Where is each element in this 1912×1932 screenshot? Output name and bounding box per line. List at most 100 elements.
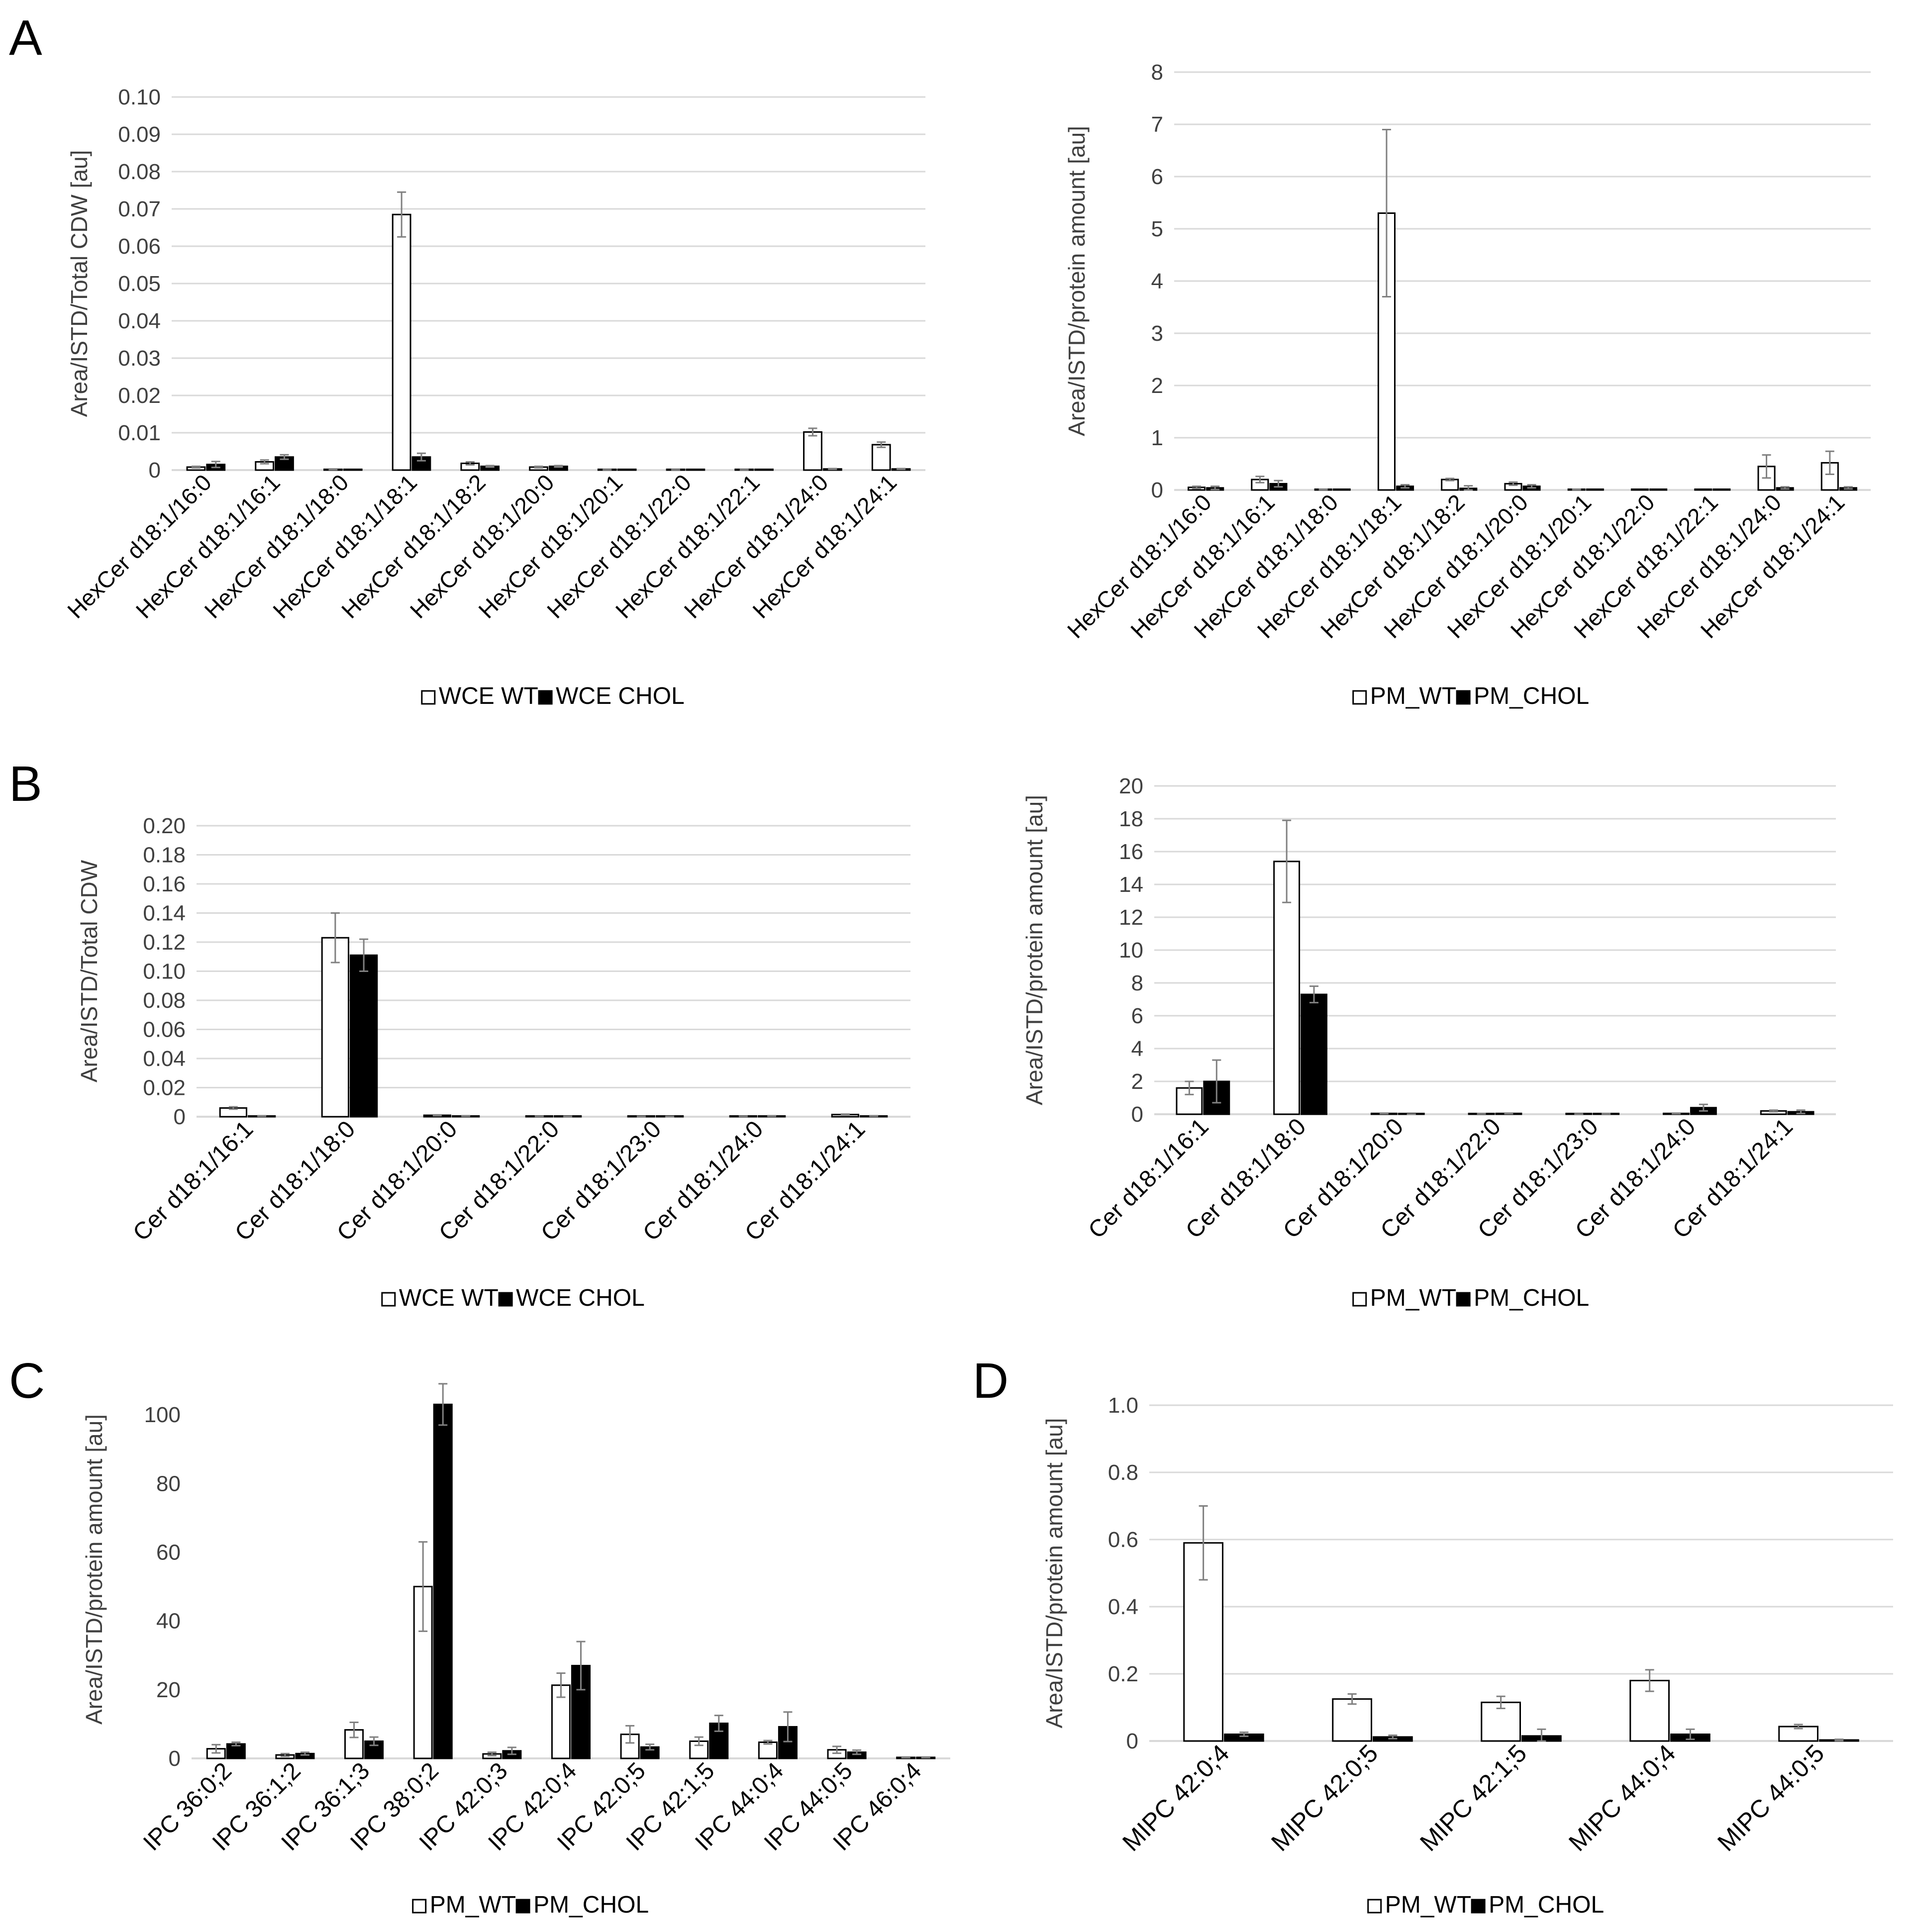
y-tick-label: 40 [156,1609,181,1634]
y-tick-label: 16 [1119,840,1143,864]
y-tick-label: 0.06 [118,234,161,259]
legend-label-chol: PM_CHOL [1474,683,1589,709]
y-tick-label: 18 [1119,807,1143,831]
legend-swatch-wt [412,1899,427,1914]
bar-chol [1301,993,1327,1115]
y-tick-label: 14 [1119,872,1143,897]
y-tick-label: 4 [1131,1037,1143,1061]
bar-chol [1586,488,1604,491]
y-tick-label: 6 [1131,1004,1143,1028]
bar-chol [686,469,705,471]
y-tick-label: 0.02 [118,384,161,408]
y-tick-label: 2 [1151,374,1163,398]
y-axis-label: Area/ISTD/Total CDW [76,860,102,1082]
y-tick-label: 8 [1151,60,1163,85]
y-tick-label: 0 [174,1105,186,1129]
bar-chol [617,469,637,471]
y-tick-label: 1 [1151,426,1163,450]
y-tick-label: 0.01 [118,421,161,445]
y-tick-label: 0 [169,1746,181,1771]
legend: PM_WT PM_CHOL [412,1892,649,1918]
bar-wt [803,431,822,471]
bar-chol [1332,488,1351,491]
legend: WCE WT WCE CHOL [381,1285,645,1311]
y-tick-label: 0.04 [143,1047,186,1071]
y-tick-label: 6 [1151,165,1163,189]
legend-swatch-chol [1456,690,1471,705]
bar-chol [433,1403,453,1759]
legend: PM_WT PM_CHOL [1367,1892,1604,1918]
y-tick-label: 4 [1151,269,1163,293]
legend-label-chol: WCE CHOL [516,1285,645,1311]
legend-label-wt: PM_WT [1370,683,1456,709]
legend-label-chol: PM_CHOL [1474,1285,1589,1311]
y-tick-label: 0.14 [143,901,186,926]
legend-swatch-wt [381,1292,396,1307]
legend-swatch-chol [1471,1899,1486,1914]
y-tick-label: 20 [156,1678,181,1702]
y-tick-label: 0.02 [143,1076,186,1100]
y-tick-label: 0.20 [143,814,186,838]
y-tick-label: 0 [1151,478,1163,502]
y-tick-label: 7 [1151,112,1163,137]
panel-label-b: B [9,756,42,812]
y-tick-label: 0.08 [118,160,161,184]
y-tick-label: 0.08 [143,988,186,1013]
y-tick-label: 60 [156,1540,181,1564]
legend: PM_WT PM_CHOL [1352,683,1589,709]
panel-label-c: C [9,1353,45,1409]
y-axis-label: Area/ISTD/Total CDW [au] [66,150,92,417]
y-tick-label: 0.10 [118,85,161,109]
y-tick-label: 0.16 [143,872,186,896]
y-tick-label: 0.04 [118,309,161,333]
legend-swatch-chol [538,690,553,705]
y-tick-label: 0.05 [118,272,161,296]
bar-chol [343,469,363,471]
y-tick-label: 2 [1131,1069,1143,1094]
legend-swatch-chol [498,1292,513,1307]
y-tick-label: 0.09 [118,122,161,147]
legend-label-wt: PM_WT [1385,1892,1471,1918]
y-tick-label: 0.8 [1108,1460,1138,1485]
y-tick-label: 0 [1131,1102,1143,1127]
bar-wt [871,444,891,471]
legend-swatch-wt [1352,690,1367,705]
bar-chol [1712,488,1731,491]
legend-swatch-chol [515,1899,530,1914]
bar-wt [1694,488,1712,491]
legend-label-wt: WCE WT [399,1285,499,1311]
y-tick-label: 0.06 [143,1018,186,1042]
y-tick-label: 100 [144,1403,181,1427]
y-tick-label: 1.0 [1108,1393,1138,1418]
legend-label-chol: WCE CHOL [556,683,685,709]
y-tick-label: 0 [1126,1729,1138,1753]
bar-wt [392,213,411,471]
legend-label-chol: PM_CHOL [1489,1892,1604,1918]
legend-label-chol: PM_CHOL [533,1892,649,1918]
y-axis-label: Area/ISTD/protein amount [au] [1041,1418,1067,1729]
y-tick-label: 0.07 [118,197,161,221]
y-tick-label: 0.10 [143,960,186,984]
bar-wt [1332,1698,1373,1742]
legend: WCE WT WCE CHOL [421,683,685,709]
y-tick-label: 0.03 [118,346,161,371]
y-axis-label: Area/ISTD/protein amount [au] [81,1414,107,1725]
bar-wt [321,937,350,1118]
y-axis-label: Area/ISTD/protein amount [au] [1021,795,1047,1105]
y-axis-label: Area/ISTD/protein amount [au] [1064,126,1090,436]
y-tick-label: 0.18 [143,843,186,868]
legend-swatch-wt [421,690,436,705]
legend-swatch-chol [1456,1292,1471,1307]
y-tick-label: 0.2 [1108,1662,1138,1686]
y-tick-label: 20 [1119,774,1143,798]
y-tick-label: 0 [149,458,161,483]
y-tick-label: 0.4 [1108,1595,1138,1619]
bar-chol [1649,488,1668,491]
bar-wt [1630,488,1649,491]
legend-label-wt: PM_WT [430,1892,516,1918]
legend-swatch-wt [1352,1292,1367,1307]
bar-wt [1273,861,1301,1115]
y-tick-label: 3 [1151,321,1163,346]
